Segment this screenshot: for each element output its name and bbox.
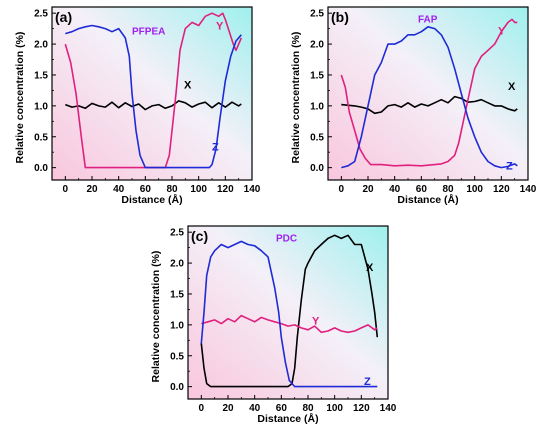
y-tick-label: 1.0 [170, 320, 184, 331]
series-line-y [340, 18, 518, 167]
x-tick-label: 0 [339, 184, 345, 195]
x-tick-label: 100 [190, 184, 207, 195]
panel-label: (c) [191, 228, 208, 244]
x-tick-label: 60 [276, 403, 288, 414]
y-axis-label: Relative concentration (%) [290, 32, 302, 164]
x-tick-label: 100 [466, 184, 483, 195]
series-line-x [341, 95, 518, 115]
series-line-x [200, 234, 379, 388]
x-tick-label: 80 [442, 184, 454, 195]
y-tick-label: 2.5 [310, 9, 324, 20]
x-tick-label: 40 [113, 184, 125, 195]
chart-panel-3: 0 20 40 60 80 100 120 140 0.0 0.5 1.0 1.5 2.0 2.5 Dist… [150, 225, 397, 425]
series-label-x: X [366, 262, 374, 274]
material-annotation: PDC [276, 234, 297, 245]
x-tick-label: 140 [380, 403, 397, 414]
x-tick-label: 40 [249, 403, 261, 414]
series-line-z [65, 24, 242, 169]
series-label-y: Y [312, 316, 320, 328]
x-tick-label: 40 [389, 184, 401, 195]
x-tick-label: 20 [86, 184, 98, 195]
x-tick-label: 120 [217, 184, 234, 195]
plot-background [188, 226, 388, 399]
x-axis-label: Distance (Å) [121, 193, 182, 206]
x-tick-label: 20 [222, 403, 234, 414]
x-tick-label: 60 [416, 184, 428, 195]
y-tick-label: 0.0 [34, 163, 48, 174]
x-tick-label: 60 [140, 184, 152, 195]
x-tick-label: 140 [244, 184, 261, 195]
x-tick-label: 80 [302, 403, 314, 414]
y-tick-label: 0.5 [170, 351, 184, 362]
y-tick-label: 2.0 [34, 40, 48, 51]
series-line-x [65, 100, 242, 111]
chart-panel-2: 0 20 40 60 80 100 120 140 0.0 0.5 1.0 1.5 2.0 2.5 Dist… [290, 6, 537, 206]
series-line-y [64, 12, 243, 169]
y-tick-label: 1.0 [34, 101, 48, 112]
x-tick-label: 0 [63, 184, 69, 195]
y-axis-label: Relative concentration (%) [150, 251, 162, 383]
series-label-z: Z [364, 376, 371, 388]
series-label-y: Y [498, 26, 506, 38]
y-tick-label: 1.5 [170, 289, 184, 300]
panel-label: (b) [331, 9, 349, 25]
axes-frame [187, 225, 389, 400]
axes-frame [51, 6, 253, 181]
y-tick-label: 1.5 [34, 70, 48, 81]
x-tick-label: 140 [520, 184, 537, 195]
y-tick-label: 1.0 [310, 101, 324, 112]
chart-panel-1: 0 20 40 60 80 100 120 140 0.0 0.5 1.0 1.5 2.0 2.5 Dist… [14, 6, 261, 206]
material-annotation: PFPEA [132, 27, 165, 38]
x-tick-label: 20 [362, 184, 374, 195]
x-tick-label: 120 [353, 403, 370, 414]
x-axis-label: Distance (Å) [397, 193, 458, 206]
axes-frame [327, 6, 529, 181]
material-annotation: FAP [418, 15, 438, 26]
series-label-x: X [184, 79, 192, 91]
series-label-z: Z [212, 142, 219, 154]
y-tick-label: 1.5 [310, 70, 324, 81]
x-tick-label: 120 [493, 184, 510, 195]
series-line-y [201, 314, 378, 334]
y-tick-label: 2.0 [170, 259, 184, 270]
series-label-x: X [508, 81, 516, 93]
x-tick-label: 80 [166, 184, 178, 195]
y-tick-label: 0.5 [310, 132, 324, 143]
series-line-z [341, 25, 518, 169]
series-label-y: Y [216, 20, 224, 32]
x-tick-label: 100 [326, 403, 343, 414]
y-tick-label: 2.5 [34, 9, 48, 20]
y-tick-label: 2.5 [170, 228, 184, 239]
y-tick-label: 2.0 [310, 40, 324, 51]
panel-label: (a) [55, 9, 72, 25]
y-tick-label: 0.0 [170, 382, 184, 393]
x-axis-label: Distance (Å) [257, 412, 318, 425]
y-tick-label: 0.0 [310, 163, 324, 174]
x-tick-label: 0 [199, 403, 205, 414]
y-tick-label: 0.5 [34, 132, 48, 143]
series-label-z: Z [506, 161, 513, 173]
series-line-z [200, 240, 378, 388]
y-axis-label: Relative concentration (%) [14, 32, 26, 164]
plot-background [52, 7, 252, 180]
